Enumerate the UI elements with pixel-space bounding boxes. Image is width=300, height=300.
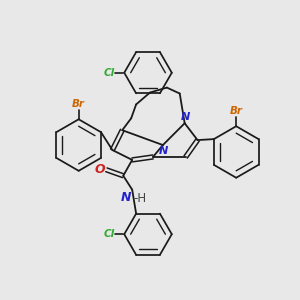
Text: Cl: Cl: [103, 68, 114, 78]
Text: N: N: [181, 112, 190, 122]
Text: N: N: [121, 190, 131, 204]
Text: O: O: [94, 163, 105, 176]
Text: Cl: Cl: [103, 229, 114, 239]
Text: -H: -H: [133, 192, 146, 205]
Text: Br: Br: [230, 106, 243, 116]
Text: Br: Br: [72, 99, 85, 110]
Text: N: N: [159, 146, 169, 156]
